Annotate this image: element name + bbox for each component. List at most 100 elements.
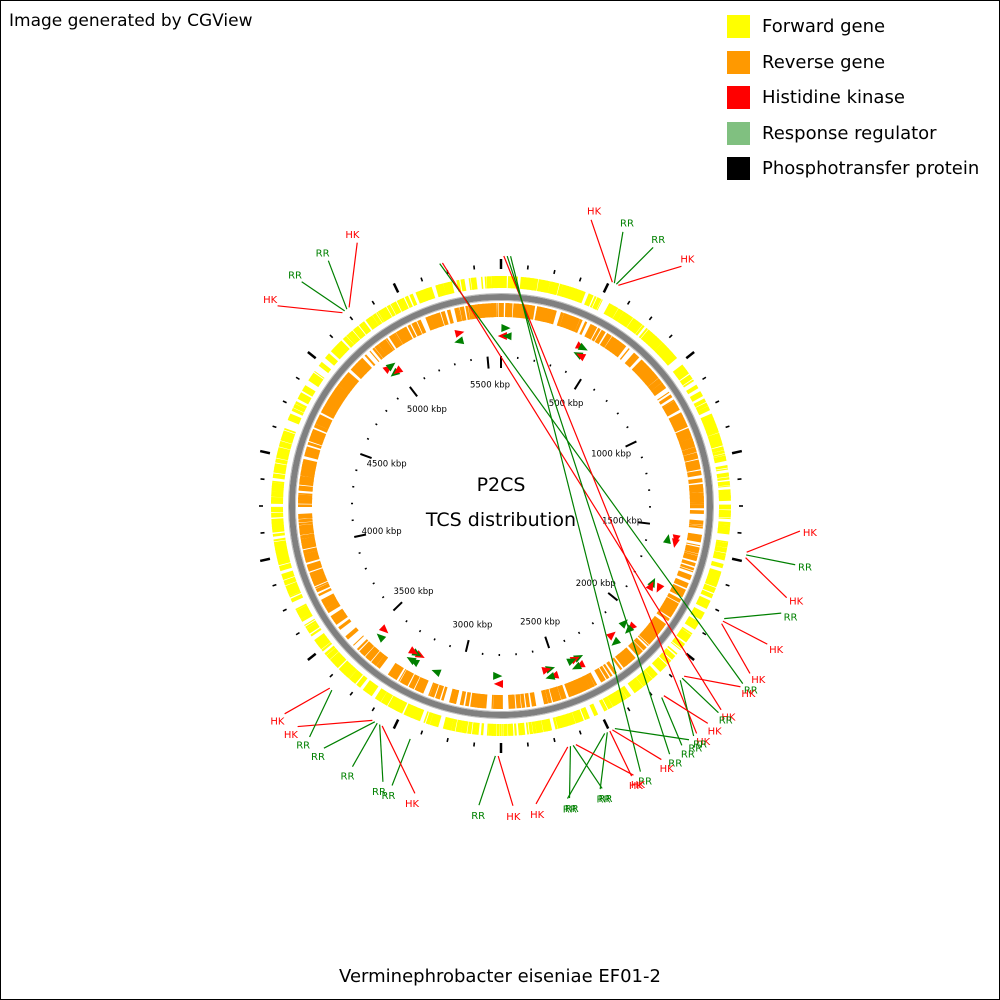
ruler-tick — [358, 551, 361, 555]
forward-gene-mark — [589, 296, 597, 308]
forward-gene-mark — [654, 659, 665, 670]
hk-marker — [656, 582, 665, 593]
reverse-gene-mark — [459, 306, 465, 321]
forward-gene-mark — [598, 699, 607, 712]
outer-tick-mark — [259, 557, 271, 563]
reverse-gene-mark — [307, 562, 322, 570]
reverse-gene-mark — [399, 669, 411, 685]
callout-label-rr: RR — [744, 686, 758, 697]
forward-gene-mark — [487, 276, 492, 289]
ruler-tick — [637, 521, 651, 525]
forward-gene-mark — [537, 279, 545, 292]
forward-gene-mark — [703, 421, 717, 430]
forward-gene-mark — [358, 677, 368, 688]
reverse-gene-mark — [640, 368, 654, 382]
forward-gene-mark — [666, 356, 678, 366]
callout-line — [327, 260, 348, 310]
callout-label-hk: HK — [721, 713, 736, 724]
reverse-gene-mark — [669, 414, 685, 426]
reverse-gene-mark — [321, 594, 336, 605]
forward-gene-mark — [361, 321, 372, 333]
ruler-tick — [433, 638, 436, 641]
forward-gene-mark — [318, 364, 330, 374]
reverse-gene-mark — [568, 680, 578, 696]
callout-label-rr: RR — [688, 744, 702, 755]
forward-gene-mark — [484, 276, 487, 289]
reverse-gene-mark — [465, 692, 472, 707]
reverse-gene-mark — [332, 389, 347, 402]
reverse-gene-mark — [474, 693, 482, 708]
rr-marker — [577, 342, 588, 351]
organism-caption: Verminephrobacter eiseniae EF01-2 — [339, 966, 661, 987]
reverse-gene-mark — [338, 618, 352, 630]
forward-gene-mark — [635, 324, 645, 336]
forward-gene-mark — [321, 642, 333, 652]
reverse-gene-mark — [556, 312, 564, 327]
reverse-gene-mark — [428, 315, 436, 330]
reverse-gene-mark — [312, 575, 327, 584]
reverse-gene-mark — [667, 592, 682, 603]
forward-gene-mark — [617, 311, 628, 325]
forward-gene-mark — [534, 720, 541, 734]
forward-gene-mark — [370, 685, 379, 697]
forward-gene-mark — [324, 645, 336, 656]
reverse-gene-mark — [527, 305, 536, 320]
reverse-gene-mark — [612, 341, 625, 356]
reverse-gene-mark — [307, 564, 323, 572]
forward-gene-mark — [449, 718, 454, 731]
reverse-gene-mark — [511, 694, 516, 709]
reverse-gene-mark — [470, 692, 476, 708]
reverse-gene-mark — [534, 306, 542, 321]
forward-gene-mark — [686, 384, 699, 395]
ruler-tick — [464, 639, 470, 653]
callout-label-rr: RR — [599, 794, 613, 805]
forward-gene-mark — [320, 361, 332, 371]
reverse-gene-mark — [512, 303, 519, 318]
reverse-gene-mark — [345, 627, 359, 640]
forward-gene-mark — [707, 569, 721, 579]
ruler-label: 1000 kbp — [591, 450, 631, 460]
ruler-tick — [405, 619, 408, 623]
forward-gene-mark — [531, 278, 539, 291]
forward-gene-mark — [718, 493, 731, 497]
reverse-gene-mark — [449, 688, 456, 703]
reverse-gene-mark — [673, 423, 688, 433]
forward-gene-mark — [608, 306, 619, 319]
reverse-gene-mark — [682, 447, 697, 455]
forward-gene-mark — [324, 355, 337, 366]
rr-marker — [663, 534, 671, 544]
forward-gene-mark — [480, 723, 485, 736]
forward-gene-mark — [275, 458, 288, 465]
outer-tick-mark — [272, 583, 277, 587]
reverse-gene-mark — [639, 633, 652, 645]
reverse-gene-mark — [408, 674, 418, 688]
reverse-gene-mark — [594, 667, 606, 683]
forward-gene-mark — [700, 589, 714, 599]
reverse-gene-mark — [680, 563, 695, 571]
reverse-gene-mark — [380, 340, 393, 354]
forward-gene-mark — [271, 525, 285, 530]
reverse-gene-mark — [429, 682, 439, 698]
reverse-gene-mark — [315, 420, 330, 430]
callout-label-hk: HK — [530, 810, 545, 821]
reverse-gene-mark — [330, 393, 344, 404]
rr-marker — [502, 332, 512, 341]
forward-gene-mark — [445, 717, 454, 731]
forward-gene-mark — [420, 289, 428, 302]
reverse-gene-mark — [575, 677, 586, 693]
reverse-gene-mark — [662, 600, 677, 612]
reverse-gene-mark — [685, 544, 700, 551]
forward-gene-mark — [717, 481, 731, 487]
rr-marker — [501, 323, 511, 332]
reverse-gene-mark — [540, 307, 548, 322]
reverse-gene-mark — [679, 566, 694, 573]
forward-gene-mark — [626, 317, 636, 330]
outer-tick-mark — [553, 269, 556, 275]
forward-gene-mark — [706, 575, 720, 582]
forward-gene-mark — [612, 308, 621, 320]
forward-gene-mark — [274, 463, 287, 470]
hk-marker — [672, 538, 680, 548]
callout-label-rr: RR — [620, 219, 634, 230]
forward-gene-mark — [480, 276, 484, 289]
forward-gene-mark — [338, 660, 351, 673]
